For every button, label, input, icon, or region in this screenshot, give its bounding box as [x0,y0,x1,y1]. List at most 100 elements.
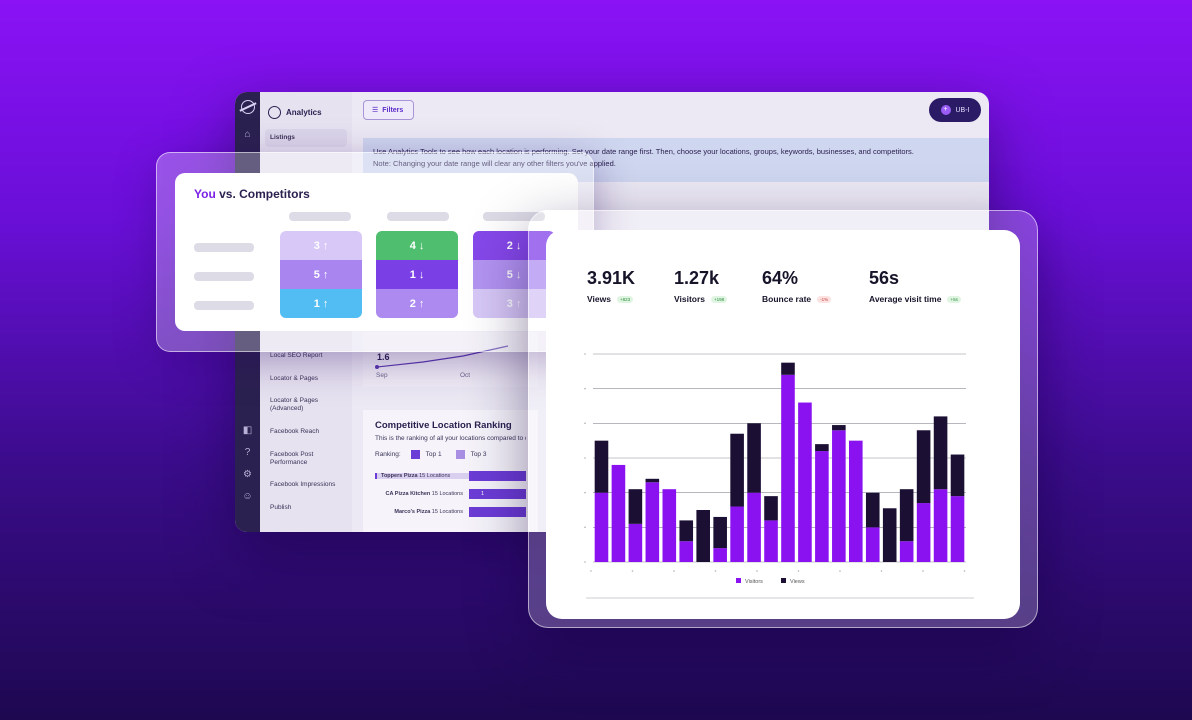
bar-views [747,423,761,493]
competitors-title: You vs. Competitors [194,187,310,201]
bar-visitors [798,402,812,562]
column-header-placeholder [483,212,545,221]
sidebar-item-listings[interactable]: Listings [265,129,347,147]
arrow-up-icon: ↑ [322,297,329,310]
rank-value: 1 [409,268,416,281]
legend-label: Top 1 [425,451,442,458]
x-tick-mark [590,570,592,572]
x-tick-mark [714,570,717,572]
legend-label: Top 3 [470,451,487,458]
column-header-placeholder [387,212,449,221]
rank-cell: 2 ↓ [473,231,555,260]
competitive-ranking-card: Competitive Location Ranking This is the… [363,410,538,532]
ranking-title: Competitive Location Ranking [375,420,512,431]
gear-icon[interactable]: ⚙ [243,469,252,480]
legend-swatch [455,450,465,459]
rank-cell: 3 ↑ [473,289,555,318]
bar-views [730,433,744,507]
sidebar-item-facebook-impressions[interactable]: Facebook Impressions [270,481,336,489]
sidebar-item-locator-pages-advanced[interactable]: Locator & Pages (Advanced) [270,397,319,413]
row-label-placeholder [194,301,254,310]
bar-visitors [899,541,914,562]
legend-swatch [781,578,786,583]
bar-visitors [865,527,880,562]
table-row: Toppers Pizza 15 Locations [375,471,526,481]
bar-views [594,440,609,493]
ranking-legend: Ranking: Top 1 Top 3 [375,450,526,459]
arrow-down-icon: ↓ [418,239,425,252]
sidebar-item-facebook-post-performance[interactable]: Facebook Post Performance [270,450,314,466]
sliders-icon: ☰ [372,107,379,114]
kpi-delta-badge: +823 [616,295,634,303]
row-bar: 1 [469,489,526,499]
bar-views [628,489,643,524]
bar-visitors [730,506,744,562]
kpi-label: Visitors [674,294,706,304]
user-icon[interactable]: ☺ [242,491,253,502]
sidebar-item-locator-pages[interactable]: Locator & Pages [270,374,319,382]
y-tick-mark [584,561,586,563]
bar-visitors [781,374,795,562]
filters-label: Filters [382,106,404,114]
row-name: Toppers Pizza 15 Locations [375,473,469,479]
sidebar-title: Analytics [286,107,322,117]
legend-swatch [736,578,741,583]
rank-value: 5 [506,268,513,281]
arrow-up-icon: ↑ [322,239,329,252]
x-tick-mark [880,570,883,572]
megaphone-icon[interactable]: ◧ [242,425,253,436]
bar-visitors [679,541,694,562]
bar-views [696,510,711,562]
bar-views [882,508,897,562]
row-name: CA Pizza Kitchen 15 Locations [385,491,463,497]
rank-cell: 5 ↓ [473,260,555,289]
bar-visitors [594,492,609,562]
bar-visitors [628,523,643,562]
home-icon[interactable]: ⌂ [244,129,251,140]
legend-swatch [410,450,420,459]
trend-point [375,365,379,369]
ranking-subtitle: This is the ranking of all your location… [375,435,526,442]
rank-cell: 1 ↑ [280,289,362,318]
bar-views [815,444,829,452]
bar-visitors [950,496,965,562]
rank-value: 2 [409,297,416,310]
kpi-bounce-rate: 64% Bounce rate -1% [762,268,832,304]
brand-logo-icon [238,100,257,114]
tick-label: Sep [376,372,388,379]
kpi-visitors: 1.27k Visitors +198 [674,268,728,304]
legend-label: Views [790,579,805,585]
y-tick-mark [584,387,586,390]
bar-views [832,425,846,431]
ranking-legend-label: Ranking: [375,451,401,458]
arrow-up-icon: ↑ [418,297,425,310]
rank-value: 3 [313,239,320,252]
x-tick-mark [673,570,675,572]
help-icon[interactable]: ? [244,447,251,458]
y-tick-mark [584,422,586,425]
stats-chart-card: 3.91K Views +823 1.27k Visitors +198 64% B… [546,230,1020,619]
bar-visitors [916,503,931,562]
pie-chart-icon [268,105,281,119]
bar-visitors [611,464,626,562]
kpi-views: 3.91K Views +823 [587,268,635,304]
sidebar-item-local-seo-report[interactable]: Local SEO Report [270,351,323,359]
bar-views [916,430,931,504]
bar-views [645,478,660,483]
sidebar-item-publish[interactable]: Publish [270,504,292,512]
y-tick-mark [584,457,586,459]
row-bar [469,471,526,481]
kpi-delta-badge: +198 [711,295,728,303]
competitor-column: 2 ↓ 5 ↓ 3 ↑ [473,231,555,318]
banner-line-2: Note: Changing your date range will clea… [373,158,616,168]
bar-visitors [662,489,677,562]
x-tick-mark [922,570,924,572]
rank-value: 4 [409,239,416,252]
x-tick-mark [963,570,966,572]
user-menu-button[interactable]: + UB-I [929,98,981,122]
kpi-average-visit-time: 56s Average visit time +5s [869,268,961,304]
line-chart-value: 1.6 [377,352,390,362]
filters-button[interactable]: ☰ Filters [363,100,414,120]
sidebar-item-facebook-reach[interactable]: Facebook Reach [270,427,320,435]
x-tick-mark [797,570,800,572]
